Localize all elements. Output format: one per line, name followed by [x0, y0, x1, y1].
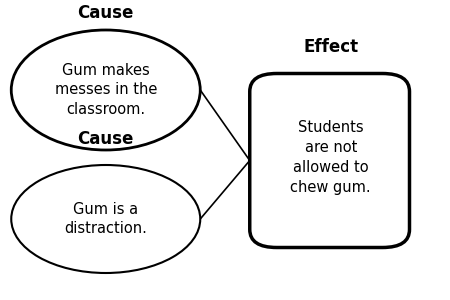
Ellipse shape — [11, 30, 200, 150]
FancyBboxPatch shape — [250, 74, 410, 248]
Text: Gum makes
messes in the
classroom.: Gum makes messes in the classroom. — [54, 63, 157, 117]
Text: Effect: Effect — [303, 38, 358, 56]
Ellipse shape — [11, 165, 200, 273]
Text: Cause: Cause — [77, 4, 134, 22]
Text: Students
are not
allowed to
chew gum.: Students are not allowed to chew gum. — [290, 120, 371, 195]
Text: Gum is a
distraction.: Gum is a distraction. — [64, 202, 147, 236]
Text: Cause: Cause — [77, 130, 134, 148]
